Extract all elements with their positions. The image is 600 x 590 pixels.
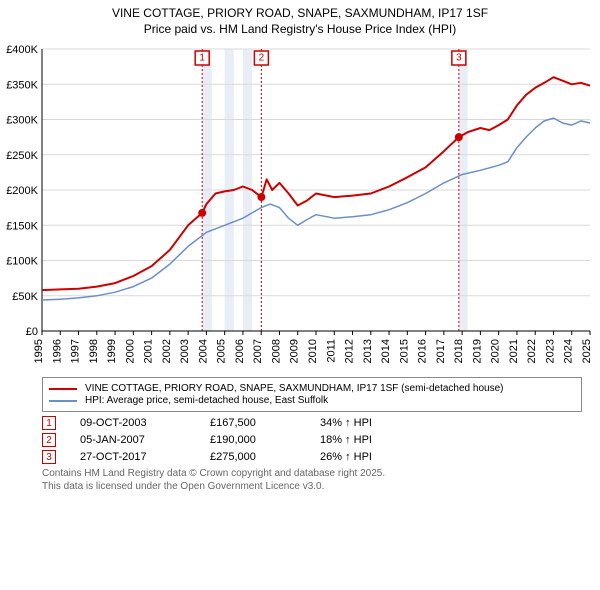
x-tick-label: 2016: [417, 339, 429, 363]
footnote: Contains HM Land Registry data © Crown c…: [42, 468, 582, 493]
transaction-pct: 18% ↑ HPI: [320, 434, 440, 446]
y-tick-label: £400K: [6, 44, 38, 56]
footnote-line-2: This data is licensed under the Open Gov…: [42, 481, 582, 494]
x-tick-label: 2000: [124, 339, 136, 363]
x-tick-label: 2012: [344, 339, 356, 363]
event-marker: 2: [254, 51, 268, 65]
x-tick-label: 2019: [471, 339, 483, 363]
transaction-pct: 26% ↑ HPI: [320, 451, 440, 463]
event-marker: 1: [195, 51, 209, 65]
x-tick-label: 2021: [508, 339, 520, 363]
transaction-price: £167,500: [210, 417, 320, 429]
chart-title-block: VINE COTTAGE, PRIORY ROAD, SNAPE, SAXMUN…: [0, 0, 600, 37]
x-tick-label: 2020: [490, 339, 502, 363]
y-tick-label: £350K: [6, 79, 38, 91]
transaction-date: 05-JAN-2007: [80, 434, 210, 446]
transaction-date: 27-OCT-2017: [80, 451, 210, 463]
legend-item: HPI: Average price, semi-detached house,…: [49, 395, 575, 406]
transaction-row: 1 09-OCT-2003£167,50034% ↑ HPI: [42, 416, 582, 430]
y-tick-label: £300K: [6, 115, 38, 127]
x-tick-label: 2013: [362, 339, 374, 363]
transaction-marker: 3: [42, 450, 56, 464]
title-line-2: Price paid vs. HM Land Registry's House …: [0, 22, 600, 38]
x-tick-label: 2011: [325, 339, 337, 363]
svg-text:2: 2: [259, 53, 265, 64]
chart-container: £0 £50K £100K £150K £200K £250K £300K £350K £400…: [0, 41, 600, 371]
legend-swatch: [49, 388, 77, 390]
footnote-line-1: Contains HM Land Registry data © Crown c…: [42, 468, 582, 481]
title-line-1: VINE COTTAGE, PRIORY ROAD, SNAPE, SAXMUN…: [0, 6, 600, 22]
x-tick-label: 2014: [380, 339, 392, 363]
line-chart: £0 £50K £100K £150K £200K £250K £300K £350K £400…: [0, 41, 600, 371]
y-tick-label: £0: [26, 326, 38, 338]
transaction-marker: 2: [42, 433, 56, 447]
event-marker: 3: [452, 51, 466, 65]
y-tick-label: £150K: [6, 220, 38, 232]
x-tick-label: 1998: [88, 339, 100, 363]
x-tick-label: 2009: [289, 339, 301, 363]
transaction-row: 3 27-OCT-2017£275,00026% ↑ HPI: [42, 450, 582, 464]
x-tick-label: 2008: [270, 339, 282, 363]
legend-label: HPI: Average price, semi-detached house,…: [85, 395, 328, 406]
transaction-marker: 1: [42, 416, 56, 430]
x-tick-label: 1995: [33, 339, 45, 363]
x-tick-label: 2002: [161, 339, 173, 363]
legend-label: VINE COTTAGE, PRIORY ROAD, SNAPE, SAXMUN…: [85, 383, 503, 394]
x-tick-label: 2015: [398, 339, 410, 363]
transaction-price: £190,000: [210, 434, 320, 446]
x-tick-label: 2023: [544, 339, 556, 363]
x-tick-label: 2017: [435, 339, 447, 363]
x-tick-label: 2005: [216, 339, 228, 363]
y-tick-label: £200K: [6, 185, 38, 197]
x-tick-label: 2001: [143, 339, 155, 363]
x-tick-label: 2003: [179, 339, 191, 363]
x-tick-label: 2007: [252, 339, 264, 363]
legend-item: VINE COTTAGE, PRIORY ROAD, SNAPE, SAXMUN…: [49, 383, 575, 394]
svg-text:3: 3: [456, 53, 462, 64]
y-tick-label: £250K: [6, 150, 38, 162]
x-tick-label: 2004: [197, 339, 209, 363]
x-tick-label: 2024: [563, 339, 575, 363]
x-tick-label: 1996: [51, 339, 63, 363]
x-tick-label: 1999: [106, 339, 118, 363]
x-tick-label: 2025: [581, 339, 593, 363]
legend-swatch: [49, 400, 77, 402]
transactions-table: 1 09-OCT-2003£167,50034% ↑ HPI 2 05-JAN-200…: [42, 416, 582, 464]
x-tick-label: 1997: [70, 339, 82, 363]
transaction-pct: 34% ↑ HPI: [320, 417, 440, 429]
x-tick-label: 2006: [234, 339, 246, 363]
x-tick-label: 2018: [453, 339, 465, 363]
svg-text:1: 1: [199, 53, 205, 64]
y-tick-label: £50K: [12, 291, 38, 303]
transaction-row: 2 05-JAN-2007£190,00018% ↑ HPI: [42, 433, 582, 447]
x-tick-label: 2022: [526, 339, 538, 363]
y-tick-label: £100K: [6, 256, 38, 268]
transaction-date: 09-OCT-2003: [80, 417, 210, 429]
x-tick-label: 2010: [307, 339, 319, 363]
transaction-price: £275,000: [210, 451, 320, 463]
legend: VINE COTTAGE, PRIORY ROAD, SNAPE, SAXMUN…: [42, 377, 582, 412]
